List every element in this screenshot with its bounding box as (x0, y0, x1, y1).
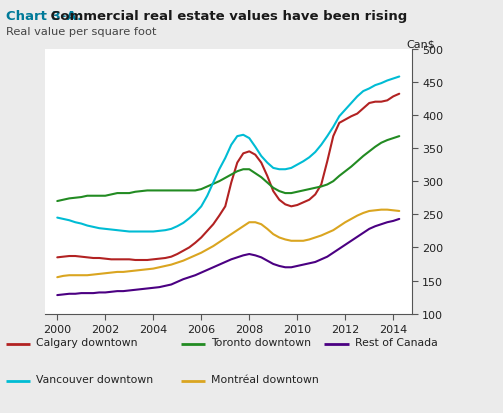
Text: Rest of Canada: Rest of Canada (355, 337, 438, 347)
Text: Chart 3-A:: Chart 3-A: (6, 10, 82, 23)
Text: Commercial real estate values have been rising: Commercial real estate values have been … (46, 10, 407, 23)
Text: Toronto downtown: Toronto downtown (211, 337, 311, 347)
Text: Montréal downtown: Montréal downtown (211, 374, 319, 384)
Text: Can$: Can$ (406, 39, 435, 49)
Text: Vancouver downtown: Vancouver downtown (36, 374, 153, 384)
Text: Calgary downtown: Calgary downtown (36, 337, 138, 347)
Text: Real value per square foot: Real value per square foot (6, 27, 156, 37)
